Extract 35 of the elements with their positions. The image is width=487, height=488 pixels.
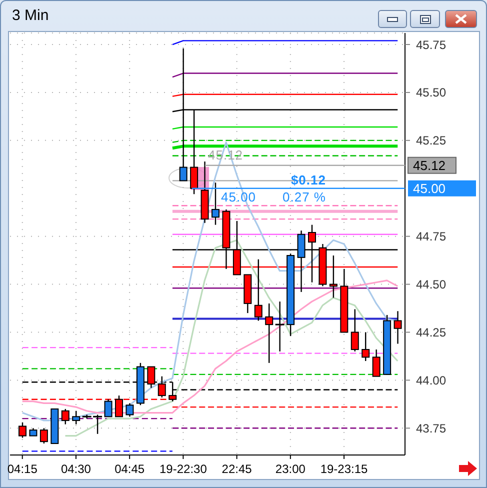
candlestick [72,410,80,425]
y-tick-label: 44.00 [416,373,446,388]
ref-line-label: 45.00 [413,180,446,196]
annotation: 0.27 % [282,189,326,204]
annotation: $0.12 [290,172,326,188]
y-tick-label: 45.50 [416,86,446,100]
x-tick-label: 19-23:15 [320,462,368,476]
x-tick-label: 23:00 [275,462,306,476]
x-tick-label: 22:45 [222,462,252,476]
candlestick [18,422,26,438]
candlestick [61,408,70,425]
ref-line-label: 45.12 [413,158,446,173]
candlestick [40,428,48,444]
candlestick [362,332,370,362]
annotation: 45.00 [221,189,256,204]
candlestick [350,308,359,352]
x-tick-label: 04:30 [60,462,92,476]
y-tick-label: 44.75 [416,230,446,244]
line-series [22,280,398,414]
x-tick-label: 04:45 [114,462,145,476]
chart-title: 3 Min [12,7,49,24]
y-tick-label: 45.25 [416,134,446,148]
candlestick [265,302,274,364]
candlestick [104,398,112,418]
x-tick-label: 19-22:30 [160,462,208,476]
y-tick-label: 44.25 [416,325,446,340]
y-tick-label: 43.75 [416,421,446,436]
candlestick [212,182,220,226]
candlestick [372,348,380,377]
y-tick-label: 45.75 [416,38,446,52]
line-series [64,239,398,437]
x-tick-label: 04:15 [7,462,38,476]
y-tick-label: 44.50 [416,278,446,292]
candlestick [126,402,134,418]
candlestick [394,310,402,344]
